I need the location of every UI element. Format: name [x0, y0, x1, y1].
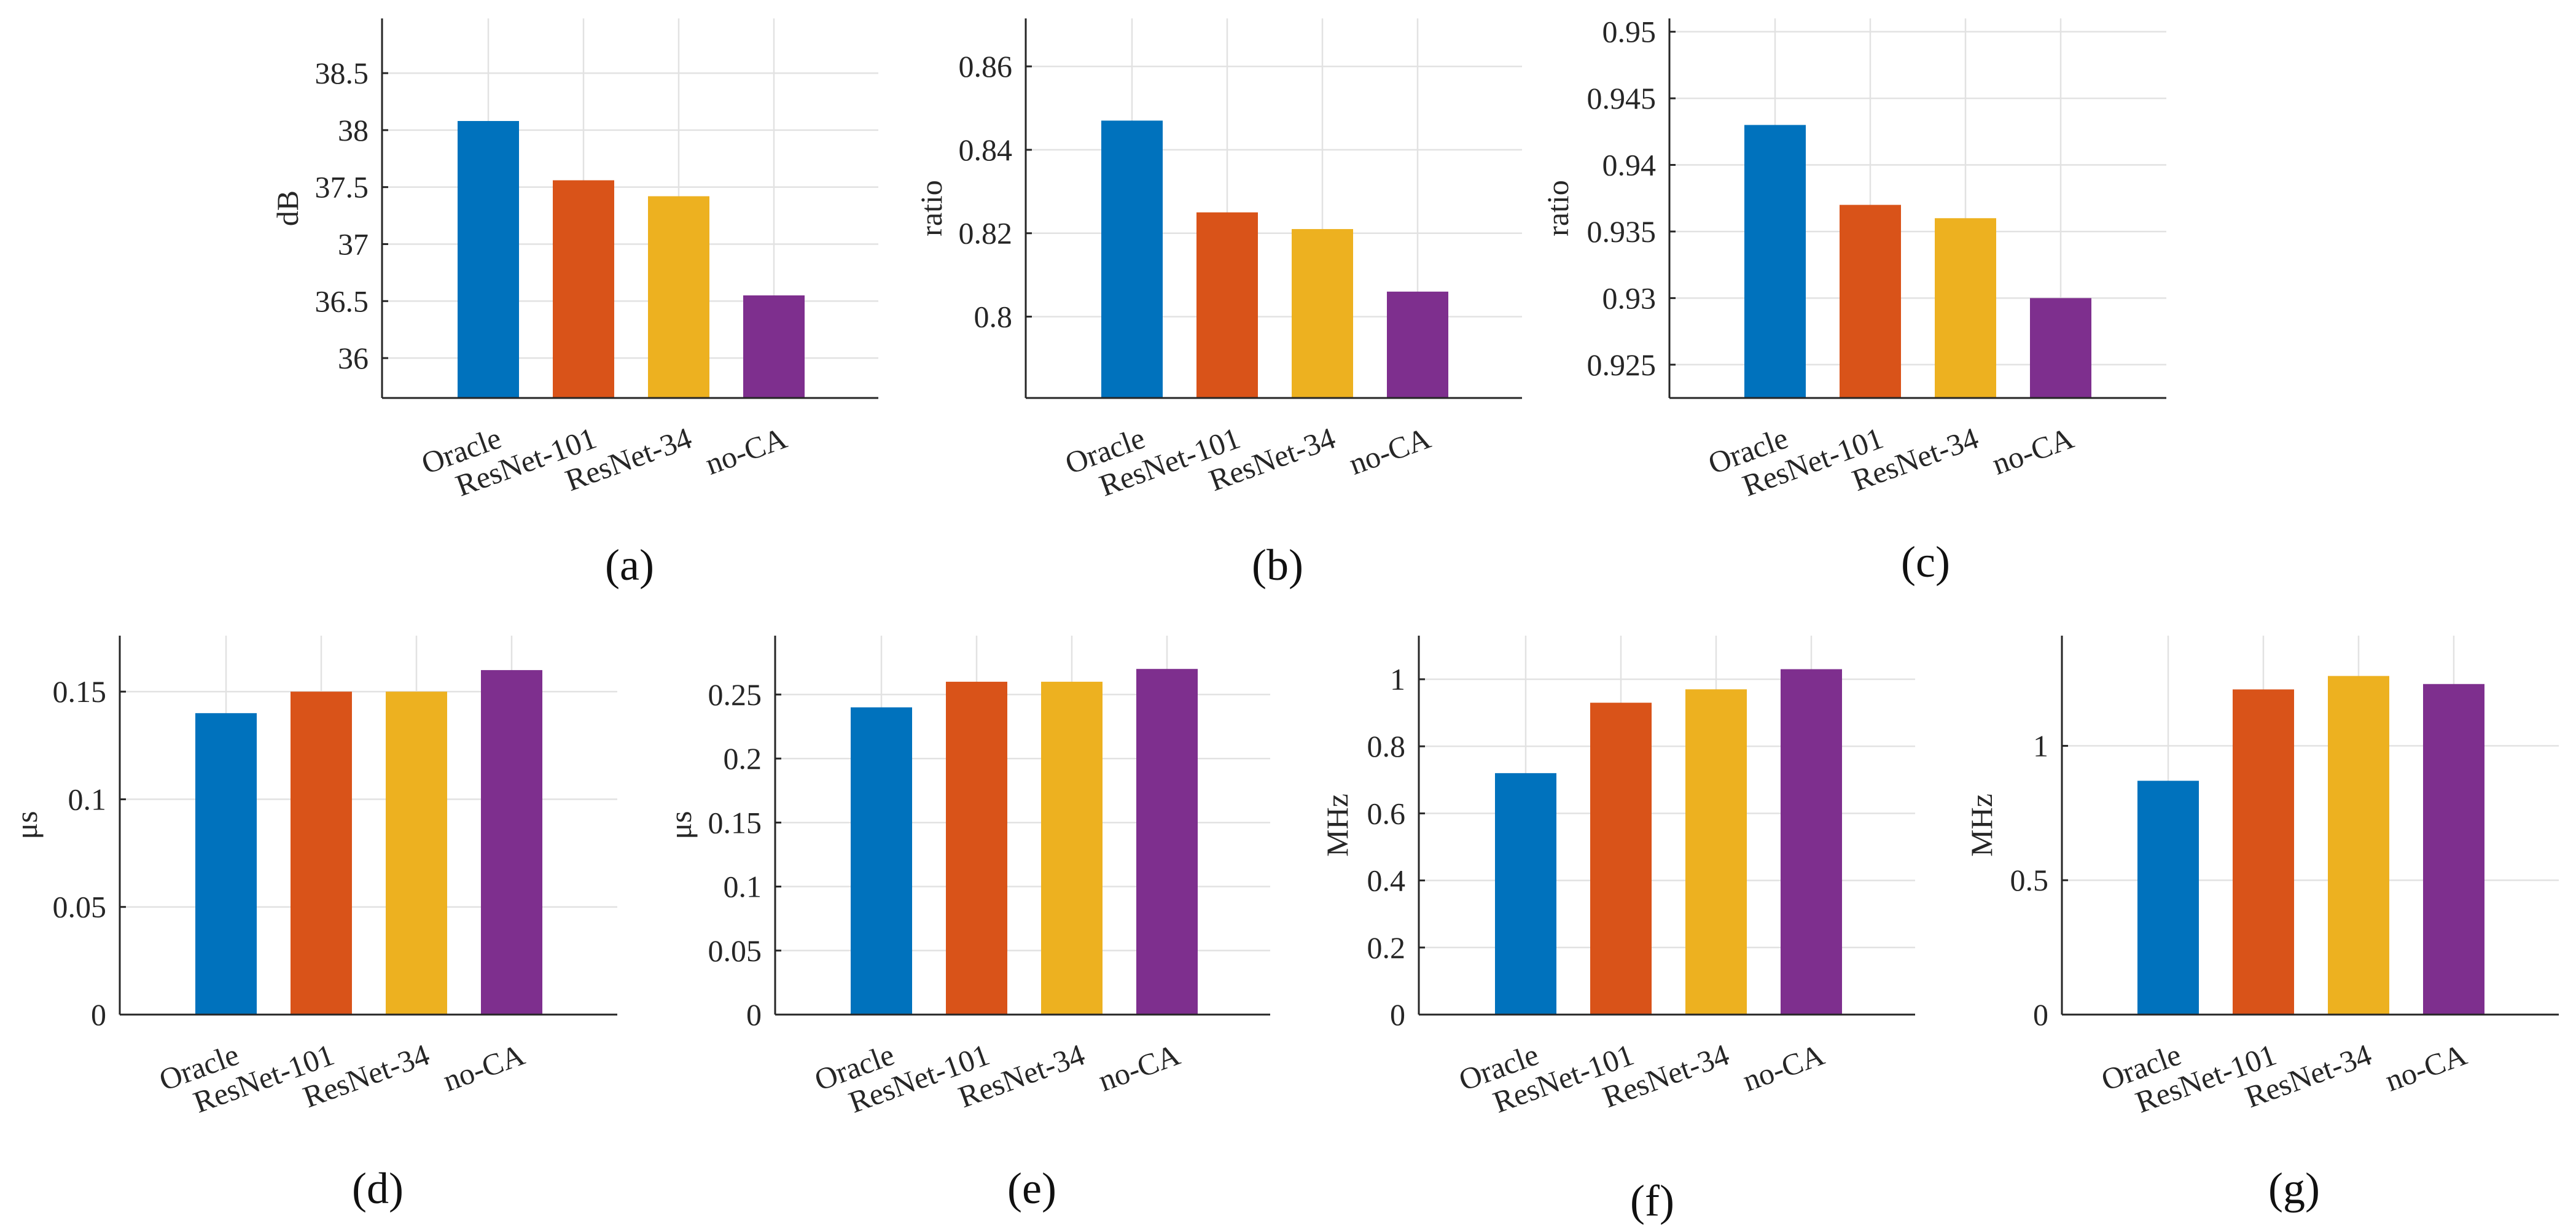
y-tick-label: 0.945	[1587, 81, 1657, 115]
bar-oracle	[1495, 773, 1556, 1015]
y-tick-label: 0.6	[1367, 796, 1406, 830]
bar-oracle	[851, 707, 912, 1015]
bar-oracle	[458, 121, 519, 398]
x-tick-label: no-CA	[1738, 1037, 1829, 1098]
y-tick-label: 0.925	[1587, 348, 1657, 382]
panel-label: (d)	[352, 1164, 404, 1213]
y-tick-label: 1	[2033, 728, 2048, 763]
bar-no-ca	[1136, 669, 1198, 1015]
chart-panel-1: 3636.53737.53838.5OracleResNet-101ResNet…	[270, 18, 878, 590]
y-tick-label: 0.05	[53, 890, 107, 924]
bar-resnet-34	[2328, 676, 2389, 1015]
y-tick-label: 0.935	[1587, 214, 1657, 249]
y-tick-label: 36.5	[315, 284, 369, 318]
y-tick-label: 0.1	[68, 782, 107, 816]
y-axis-label: ratio	[1540, 180, 1575, 236]
chart-panel-2: 0.80.820.840.86OracleResNet-101ResNet-34…	[914, 18, 1522, 590]
bar-resnet-101	[291, 692, 352, 1015]
bar-no-ca	[2030, 298, 2091, 398]
y-axis-label: dB	[270, 190, 305, 226]
panel-label: (a)	[605, 540, 654, 590]
y-tick-label: 0.2	[1367, 930, 1406, 965]
x-tick-label: no-CA	[2381, 1037, 2471, 1098]
panel-label: (g)	[2268, 1164, 2320, 1213]
bar-resnet-34	[1685, 689, 1747, 1015]
y-tick-label: 0.82	[959, 216, 1013, 251]
y-tick-label: 0	[91, 997, 106, 1032]
y-tick-label: 36	[338, 341, 369, 375]
y-tick-label: 0.2	[724, 741, 762, 776]
y-tick-label: 37	[338, 227, 369, 261]
x-tick-label: no-CA	[1988, 421, 2078, 481]
bar-resnet-101	[1196, 212, 1258, 398]
panel-label: (e)	[1007, 1164, 1056, 1213]
bar-resnet-101	[1590, 703, 1652, 1015]
x-tick-label: no-CA	[701, 421, 791, 481]
bar-resnet-101	[2233, 689, 2294, 1015]
bar-oracle	[195, 713, 257, 1015]
y-tick-label: 0.1	[724, 870, 762, 904]
bar-resnet-34	[648, 196, 709, 398]
y-tick-label: 0.95	[1602, 15, 1657, 49]
y-axis-label: MHz	[1320, 793, 1354, 857]
y-tick-label: 37.5	[315, 170, 369, 205]
x-tick-label: no-CA	[1345, 421, 1435, 481]
panel-label: (b)	[1252, 540, 1303, 590]
x-tick-label: no-CA	[439, 1037, 529, 1098]
bar-resnet-101	[553, 180, 614, 398]
panel-label: (c)	[1901, 537, 1950, 587]
y-tick-label: 0.25	[708, 677, 762, 712]
y-tick-label: 0.5	[2010, 863, 2049, 897]
panel-label: (f)	[1630, 1176, 1674, 1225]
bar-resnet-34	[1935, 218, 1996, 398]
bar-no-ca	[1387, 291, 1448, 398]
y-tick-label: 0.84	[959, 133, 1013, 167]
y-tick-label: 0.94	[1602, 148, 1657, 182]
y-tick-label: 1	[1390, 662, 1405, 696]
y-axis-label: MHz	[1964, 793, 1999, 857]
y-tick-label: 0.86	[959, 49, 1013, 84]
chart-panel-5: 00.050.10.150.20.25OracleResNet-101ResNe…	[663, 636, 1270, 1213]
bar-oracle	[1101, 120, 1163, 398]
bar-no-ca	[1781, 669, 1842, 1015]
y-tick-label: 0.93	[1602, 281, 1657, 315]
bar-no-ca	[2423, 684, 2484, 1015]
bar-no-ca	[481, 670, 542, 1015]
bar-oracle	[1744, 125, 1806, 398]
bar-resnet-101	[1840, 205, 1901, 398]
bar-oracle	[2137, 781, 2199, 1015]
y-tick-label: 0.4	[1367, 864, 1406, 898]
bar-no-ca	[743, 295, 805, 398]
y-tick-label: 0.8	[1367, 729, 1406, 763]
y-tick-label: 0.8	[974, 300, 1013, 334]
chart-panel-3: 0.9250.930.9350.940.9450.95OracleResNet-…	[1540, 15, 2166, 587]
y-axis-label: ratio	[914, 180, 948, 236]
y-tick-label: 0.15	[708, 805, 762, 840]
y-tick-label: 38.5	[315, 56, 369, 90]
bar-resnet-34	[1041, 682, 1103, 1015]
y-tick-label: 0	[1390, 997, 1405, 1032]
x-tick-label: no-CA	[1094, 1037, 1184, 1098]
y-tick-label: 0.15	[53, 674, 107, 709]
y-axis-label: μs	[663, 811, 698, 839]
y-axis-label: μs	[9, 811, 44, 839]
bar-resnet-34	[1292, 228, 1353, 398]
bar-resnet-34	[386, 692, 447, 1015]
bar-resnet-101	[946, 682, 1007, 1015]
y-tick-label: 0	[2033, 997, 2048, 1032]
y-tick-label: 0	[746, 997, 762, 1032]
y-tick-label: 38	[338, 113, 369, 147]
y-tick-label: 0.05	[708, 934, 762, 968]
